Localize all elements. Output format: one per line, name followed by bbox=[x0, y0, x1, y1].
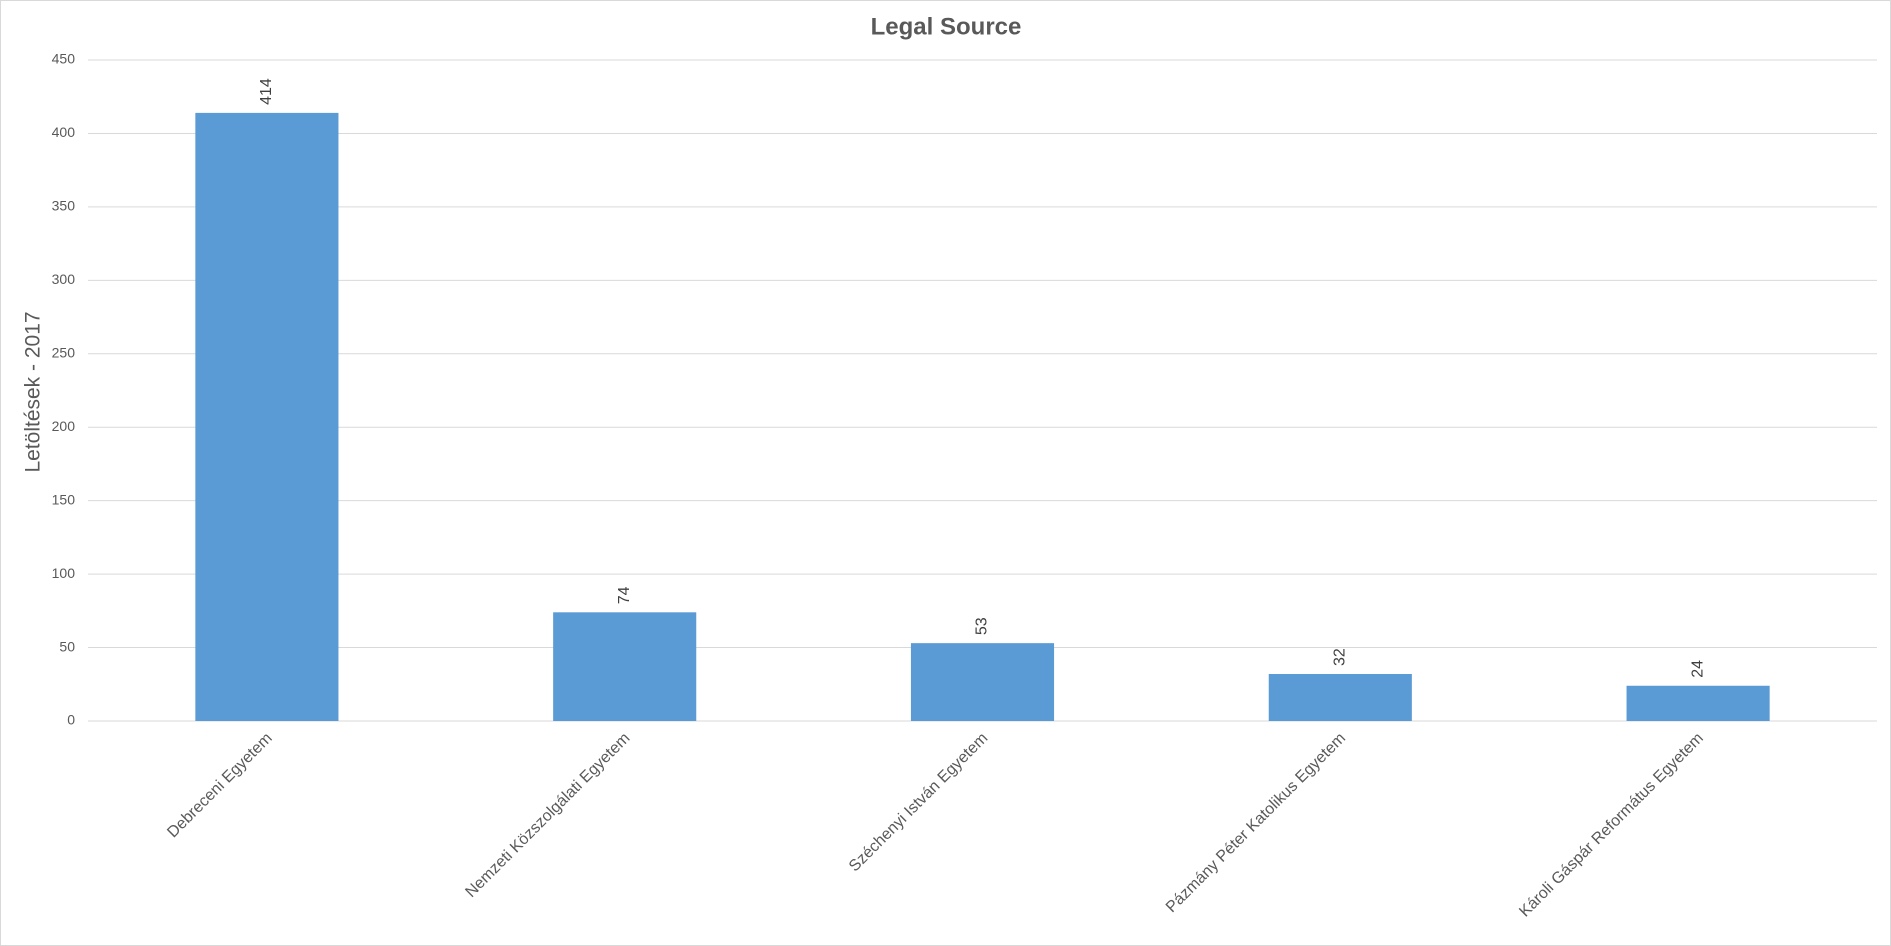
value-label: 414 bbox=[258, 78, 275, 105]
bar bbox=[910, 643, 1055, 721]
y-tick-label: 300 bbox=[52, 271, 76, 287]
bar bbox=[1626, 685, 1770, 721]
value-label: 32 bbox=[1332, 648, 1349, 666]
y-axis-title: Letöltések - 2017 bbox=[22, 311, 45, 472]
y-tick-label: 450 bbox=[52, 51, 76, 67]
bar bbox=[195, 112, 339, 721]
bar bbox=[1268, 673, 1412, 721]
chart-title: Legal Source bbox=[871, 13, 1022, 40]
bar bbox=[553, 612, 697, 721]
y-tick-label: 100 bbox=[52, 565, 76, 581]
y-tick-label: 400 bbox=[52, 124, 76, 140]
value-label: 24 bbox=[1689, 660, 1706, 678]
value-label: 74 bbox=[616, 586, 633, 604]
value-label: 53 bbox=[974, 617, 991, 635]
y-tick-label: 250 bbox=[52, 344, 76, 360]
y-tick-label: 50 bbox=[59, 638, 75, 654]
y-tick-label: 0 bbox=[67, 712, 75, 728]
y-tick-label: 200 bbox=[52, 418, 76, 434]
y-tick-label: 150 bbox=[52, 491, 76, 507]
y-tick-label: 350 bbox=[52, 198, 76, 214]
